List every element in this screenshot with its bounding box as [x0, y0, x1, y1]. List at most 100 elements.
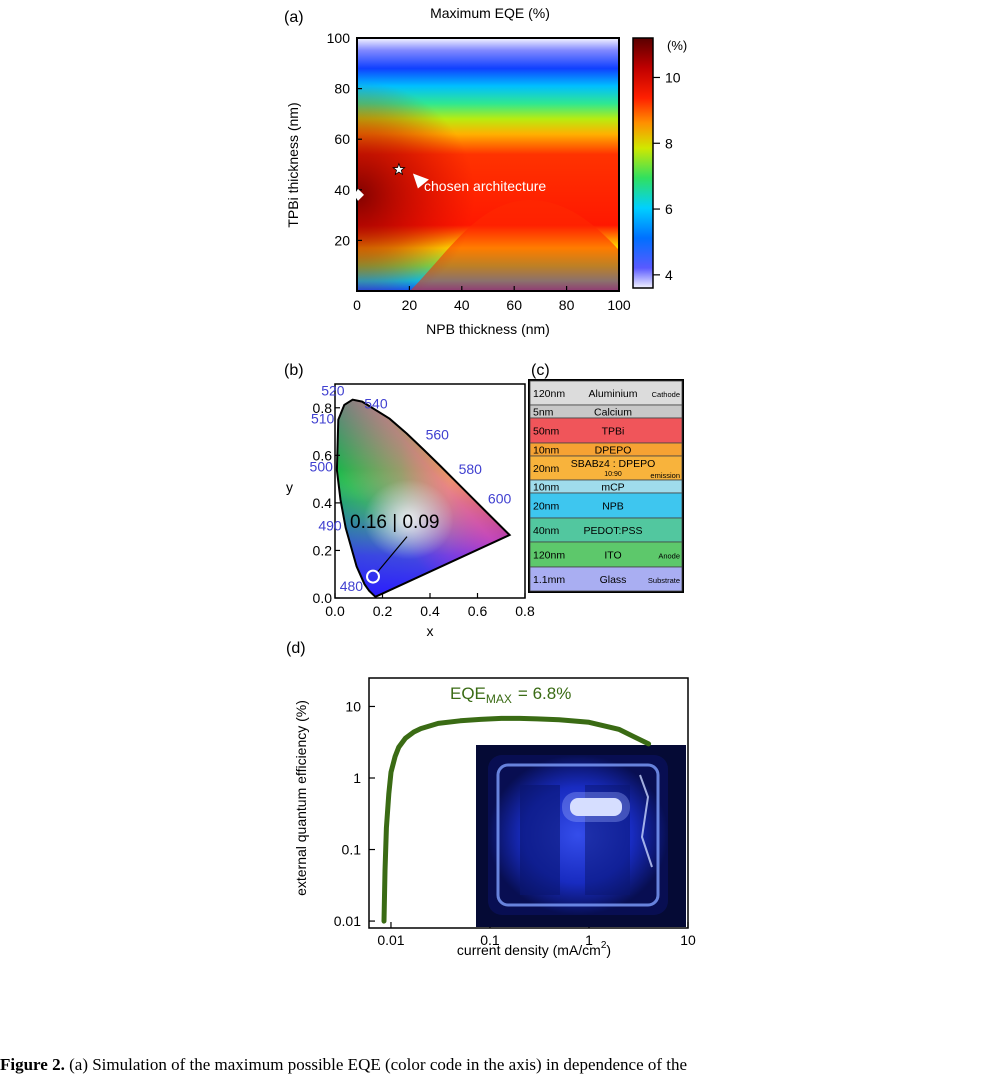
layer-name: Glass [600, 574, 627, 586]
layer-thickness: 10nm [533, 445, 560, 457]
heatmap-title: Maximum EQE (%) [430, 5, 550, 21]
panel-a-letter: (a) [284, 9, 304, 26]
wavelength-label: 480 [340, 578, 364, 594]
cie-x-tick-label: 0.0 [325, 603, 345, 619]
layer-row: 120nm Aluminium Cathode [529, 380, 683, 406]
colorbar-tick-label: 6 [665, 201, 673, 217]
layer-thickness: 5nm [533, 407, 554, 419]
cie-point-leader [376, 536, 408, 573]
eqe-ylabel: external quantum efficiency (%) [293, 700, 309, 896]
layer-thickness: 50nm [533, 426, 560, 438]
arrow-pointer-icon [412, 173, 429, 189]
heatmap-x-tick-label: 40 [454, 297, 470, 313]
heatmap-y-tick-label: 40 [334, 182, 350, 198]
heatmap-y-tick-label: 20 [334, 232, 350, 248]
eqe-x-tick-label: 10 [680, 932, 696, 948]
heatmap-y-tick-label: 100 [327, 30, 351, 46]
layer-band [529, 566, 683, 592]
colorbar-tick-label: 4 [665, 267, 673, 283]
eqe-max-annotation: EQEMAX = 6.8% [450, 684, 571, 706]
cie-ylabel: y [286, 479, 293, 495]
cie-x-tick-label: 0.2 [373, 603, 393, 619]
wavelength-label: 540 [364, 396, 388, 412]
cie-white-point [363, 479, 454, 560]
cie-locus [335, 398, 512, 598]
colorbar-tick-label: 10 [665, 69, 681, 85]
colorbar-unit: (%) [667, 38, 687, 53]
layer-row: 5nm Calcium [529, 404, 683, 419]
eqe-y-tick-label: 0.01 [334, 913, 361, 929]
layer-name: SBABz4 : DPEPO [571, 458, 656, 470]
layer-thickness: 20nm [533, 501, 560, 513]
eqe-curve [381, 715, 652, 924]
panel-b-letter: (b) [284, 362, 304, 379]
eqe-x-tick-label: 0.01 [377, 932, 404, 948]
panel-c-letter: (c) [531, 362, 550, 379]
cie-x-tick-label: 0.8 [515, 603, 535, 619]
heatmap-x-tick-label: 100 [607, 297, 631, 313]
layer-name: ITO [604, 550, 621, 562]
layer-name: DPEPO [595, 445, 632, 457]
layer-role: emission [650, 471, 680, 480]
layer-ratio: 10:90 [604, 471, 622, 478]
layer-band [529, 517, 683, 543]
layer-name: TPBi [602, 426, 625, 438]
layer-name: PEDOT:PSS [584, 525, 643, 537]
cie-y-tick-label: 0.8 [313, 400, 333, 416]
wavelength-label: 490 [318, 518, 342, 534]
layer-name: Calcium [594, 407, 632, 419]
layer-band [529, 455, 683, 481]
cie-x-tick-label: 0.4 [420, 603, 440, 619]
heatmap-x-tick-label: 0 [353, 297, 361, 313]
panel-c: (c) 120nm Aluminium Cathode 5nm Calcium 50nm T… [528, 362, 684, 593]
heatmap-y-tick-label: 60 [334, 131, 350, 147]
wavelength-label: 520 [321, 383, 345, 399]
cie-y-tick-label: 0.6 [313, 447, 333, 463]
layer-row: 120nm ITO Anode [529, 541, 683, 568]
layer-thickness: 120nm [533, 550, 565, 562]
heatmap-x-tick-label: 80 [559, 297, 575, 313]
wavelength-label: 510 [311, 411, 335, 427]
eqe-y-tick-label: 10 [345, 698, 361, 714]
eqe-y-tick-label: 1 [353, 770, 361, 786]
heatmap-x-tick-label: 60 [506, 297, 522, 313]
layer-role: Cathode [652, 390, 680, 399]
panel-d: (d) 0.01 0.1 1 10 0.01 0.1 1 10 EQEMAX = 6.8% cu… [286, 640, 696, 958]
layer-name: NPB [602, 501, 624, 513]
cie-y-tick-label: 0.4 [313, 495, 333, 511]
cie-y-tick-label: 0.2 [313, 542, 333, 558]
diamond-marker-icon [354, 188, 364, 201]
layer-row: 40nm PEDOT:PSS [529, 517, 683, 543]
layer-thickness: 120nm [533, 388, 565, 400]
stack-frame [528, 379, 684, 593]
layer-band [529, 417, 683, 444]
heatmap-max-region [357, 38, 619, 291]
layer-row: 50nm TPBi [529, 417, 683, 444]
cie-point-label: 0.16 | 0.09 [350, 512, 439, 533]
layer-name: Aluminium [588, 388, 637, 400]
heatmap-y-tick-label: 80 [334, 81, 350, 97]
chosen-architecture-star-icon [392, 162, 406, 176]
layer-role: Anode [658, 552, 680, 561]
eqe-x-tick-label: 1 [585, 932, 593, 948]
layer-thickness: 10nm [533, 482, 560, 494]
layer-band [529, 380, 683, 406]
cie-y-tick-label: 0.0 [313, 590, 333, 606]
panel-d-letter: (d) [286, 640, 306, 657]
heatmap-ylabel: TPBi thickness (nm) [285, 102, 301, 227]
heatmap-plot-area [357, 38, 619, 291]
eqe-xlabel: current density (mA/cm2) [457, 940, 611, 958]
layer-thickness: 1.1mm [533, 574, 565, 586]
device-photo [476, 745, 686, 927]
heatmap-x-tick-label: 20 [402, 297, 418, 313]
layer-row: 10nm mCP [529, 479, 683, 494]
layer-row: 1.1mm Glass Substrate [529, 566, 683, 592]
heatmap-frame [356, 37, 620, 292]
wavelength-label: 600 [488, 491, 512, 507]
layer-thickness: 40nm [533, 525, 560, 537]
layer-row: 20nm NPB [529, 492, 683, 519]
layer-name: mCP [601, 482, 624, 494]
colorbar-tick-label: 8 [665, 135, 673, 151]
eqe-y-tick-label: 0.1 [342, 842, 362, 858]
